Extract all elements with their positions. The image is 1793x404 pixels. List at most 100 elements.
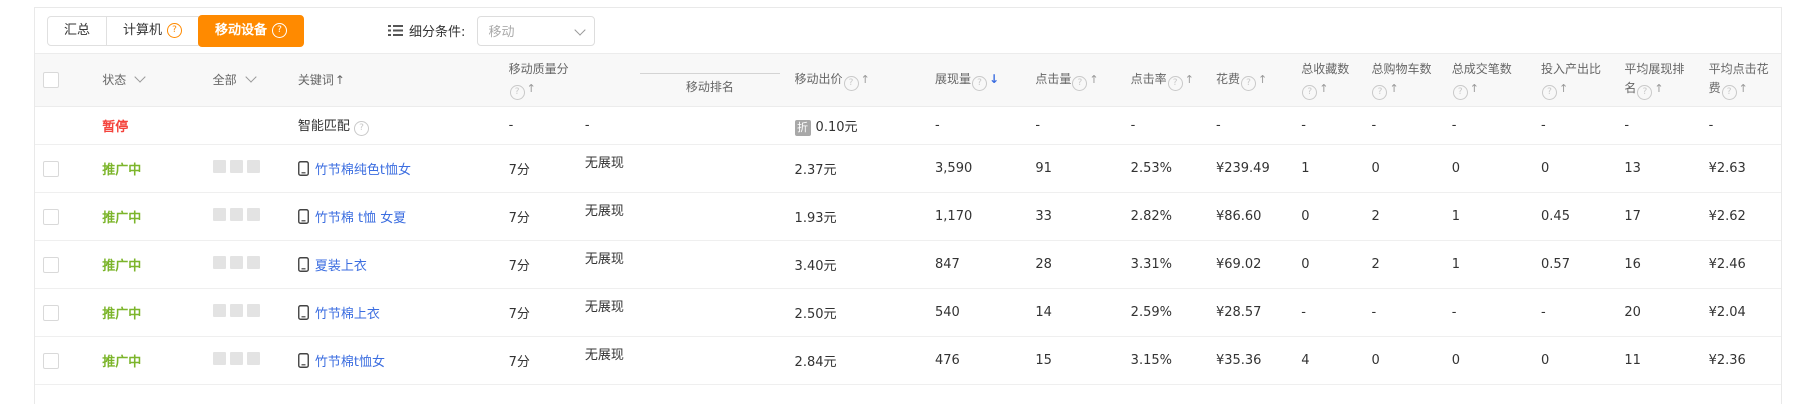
cell-cost: -: [1207, 106, 1294, 145]
cell-avg_cpc: ¥2.36: [1700, 336, 1781, 385]
col-header-select[interactable]: [35, 53, 95, 107]
cell-keyword: 竹节棉 t恤 女夏: [289, 192, 501, 241]
cell-roi: 0: [1533, 336, 1617, 385]
quality-value: 7分: [508, 355, 530, 370]
clicks-value: -: [1035, 118, 1041, 133]
bid-value: 0.10元: [815, 119, 858, 135]
favorites-value: 0: [1301, 257, 1310, 272]
segment-select-value: 移动: [488, 25, 515, 40]
col-header-scope[interactable]: 全部: [204, 53, 290, 107]
col-header-impressions[interactable]: 展现量? ↓: [927, 53, 1028, 107]
favorites-value: -: [1301, 305, 1306, 320]
orders-value: 0: [1451, 353, 1461, 368]
roi-value: 0: [1541, 161, 1550, 176]
sort-up-icon: ↑: [526, 82, 536, 95]
col-header-ctr[interactable]: 点击率? ↑: [1122, 53, 1208, 107]
segment-select[interactable]: 移动: [477, 15, 596, 46]
col-header-favorites[interactable]: 总收藏数? ↑: [1293, 53, 1364, 107]
cell-scope: [204, 144, 290, 193]
keyword-link[interactable]: 竹节棉纯色t恤女: [314, 163, 411, 178]
phone-icon: [297, 257, 309, 272]
cell-rank: -: [576, 106, 787, 145]
select-all-checkbox[interactable]: [43, 72, 59, 88]
roi-value: 0.57: [1541, 257, 1570, 272]
row-checkbox[interactable]: [43, 352, 59, 369]
roi-value: 0: [1541, 353, 1550, 368]
roi-value: -: [1541, 305, 1546, 320]
col-header-clicks[interactable]: 点击量? ↑: [1027, 53, 1123, 107]
cell-ctr: 3.31%: [1122, 240, 1208, 289]
cell-carts: 2: [1363, 240, 1444, 289]
cell-orders: -: [1443, 106, 1534, 145]
col-header-carts[interactable]: 总购物车数? ↑: [1363, 53, 1444, 107]
cell-avg_cpc: ¥2.62: [1700, 192, 1781, 241]
level-block: [212, 304, 226, 317]
row-checkbox[interactable]: [43, 304, 59, 321]
row-checkbox[interactable]: [43, 256, 59, 273]
avg_cpc-value: -: [1708, 118, 1714, 133]
cell-clicks: 15: [1027, 336, 1123, 385]
avg_rank-value: 11: [1624, 353, 1641, 368]
quality-value: 7分: [508, 259, 530, 274]
table-row: 推广中 竹节棉t恤女 7分 无展现 2.84元 476 15 3.15% ¥35.36 4 0 0 0 1…: [35, 336, 1781, 385]
tab-mobile[interactable]: 移动设备?: [198, 14, 305, 47]
phone-icon: [297, 161, 309, 176]
col-header-rank: 移动排名: [576, 53, 787, 107]
cell-select: [35, 288, 95, 337]
cell-favorites: 0: [1293, 192, 1364, 241]
help-icon: ?: [1637, 85, 1653, 100]
favorites-value: 0: [1301, 209, 1310, 224]
cell-select: [35, 192, 95, 241]
keyword-label: 智能匹配: [297, 119, 350, 134]
avg_rank-value: -: [1624, 118, 1630, 133]
keyword-link[interactable]: 竹节棉上衣: [314, 307, 380, 322]
quality-value: 7分: [508, 211, 530, 226]
cell-avg_rank: 16: [1616, 240, 1701, 289]
row-checkbox[interactable]: [43, 160, 59, 177]
sort-up-icon: ↑: [1184, 72, 1194, 86]
clicks-value: 91: [1035, 161, 1052, 176]
cell-avg_rank: 11: [1616, 336, 1701, 385]
status-label: 推广中: [102, 211, 142, 226]
col-label: 状态: [102, 72, 127, 87]
tab-label: 移动设备: [215, 22, 268, 38]
keyword-link[interactable]: 竹节棉t恤女: [314, 355, 385, 370]
col-header-orders[interactable]: 总成交笔数? ↑: [1443, 53, 1534, 107]
phone-icon: [297, 353, 309, 368]
cell-roi: -: [1533, 106, 1617, 145]
tab-summary[interactable]: 汇总: [47, 15, 108, 46]
rank-value: 无展现: [584, 204, 624, 219]
col-label: 投入产出比: [1541, 62, 1602, 76]
col-header-bid[interactable]: 移动出价? ↑: [786, 53, 928, 107]
cell-orders: 1: [1443, 240, 1534, 289]
keyword-link[interactable]: 竹节棉 t恤 女夏: [314, 211, 407, 226]
col-header-avg_rank[interactable]: 平均展现排名? ↑: [1616, 53, 1701, 107]
col-header-status[interactable]: 状态: [94, 53, 205, 107]
tab-computer[interactable]: 计算机?: [106, 15, 200, 46]
col-header-roi[interactable]: 投入产出比? ↑: [1533, 53, 1617, 107]
sort-up-icon: ↑: [1738, 82, 1748, 95]
cell-roi: 0.45: [1533, 192, 1617, 241]
col-header-cost[interactable]: 花费? ↑: [1207, 53, 1294, 107]
cell-favorites: 4: [1293, 336, 1364, 385]
col-header-quality[interactable]: 移动质量分? ↑: [500, 53, 577, 107]
col-header-avg_cpc[interactable]: 平均点击花费? ↑: [1700, 53, 1781, 107]
col-label: 移动排名: [685, 80, 734, 94]
bid-value: 2.84元: [794, 355, 837, 370]
cell-clicks: -: [1027, 106, 1123, 145]
help-icon: ?: [1542, 85, 1558, 100]
cell-keyword: 竹节棉纯色t恤女: [289, 144, 501, 193]
impressions-value: -: [935, 118, 940, 133]
header-row: 状态 全部 关键词↑ 移动质量分? ↑ 移动排名 移动出价? ↑ 展现量? ↓ 点击量? ↑ 点击率? ↑…: [35, 53, 1781, 107]
cell-quality: 7分: [500, 240, 577, 289]
col-label: 平均点击花费: [1708, 62, 1769, 95]
keyword-link[interactable]: 夏装上衣: [314, 259, 367, 274]
level-block: [212, 256, 226, 269]
sort-up-icon: ↑: [1559, 82, 1569, 95]
phone-icon: [297, 305, 309, 320]
bid-value: 2.37元: [794, 163, 837, 178]
table-row: 暂停 智能匹配 ? - - 折 0.10元 - - - - - - - - - -: [35, 106, 1781, 145]
cell-rank: 无展现: [576, 144, 787, 193]
cell-keyword: 夏装上衣: [289, 240, 501, 289]
row-checkbox[interactable]: [43, 208, 59, 225]
